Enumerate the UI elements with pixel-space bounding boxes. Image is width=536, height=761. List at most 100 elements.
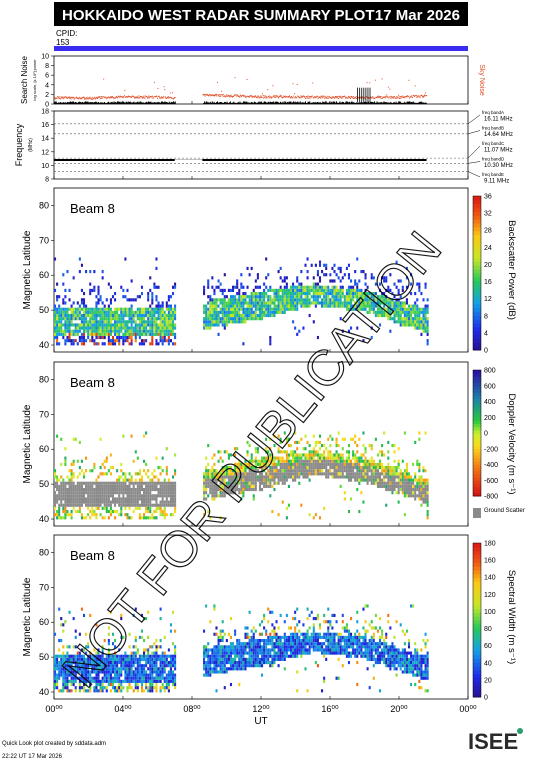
rti-data-cell	[227, 310, 230, 314]
rti-data-cell	[248, 313, 251, 318]
sky-noise-point	[108, 96, 110, 98]
rti-data-cell	[250, 459, 253, 463]
rti-data-cell	[385, 503, 388, 507]
rti-data-cell	[109, 494, 112, 498]
rti-data-cell	[169, 320, 172, 324]
rti-data-cell	[174, 285, 177, 289]
rti-data-cell	[269, 304, 272, 308]
rti-data-cell	[244, 298, 247, 302]
sky-noise-point	[284, 96, 286, 98]
rti-data-cell	[323, 444, 326, 448]
rti-data-cell	[263, 456, 266, 460]
rti-data-cell	[254, 291, 257, 296]
rti-data-cell	[298, 462, 301, 466]
rti-data-cell	[240, 313, 243, 318]
rti-data-cell	[244, 469, 247, 473]
rti-data-cell	[254, 465, 257, 470]
colorbar-swatch	[473, 207, 481, 212]
rti-data-cell	[54, 660, 57, 665]
rti-data-cell	[283, 450, 286, 454]
search-noise-bar	[343, 102, 345, 104]
rti-data-cell	[242, 469, 245, 473]
search-noise-bar	[144, 102, 146, 104]
rti-data-cell	[285, 298, 288, 302]
rti-data-cell	[143, 481, 146, 485]
rti-data-cell	[354, 459, 357, 463]
rti-data-cell	[420, 503, 423, 507]
rti-data-cell	[101, 484, 104, 488]
search-noise-bar	[238, 102, 240, 104]
rti-data-cell	[219, 494, 222, 498]
rti-data-cell	[341, 456, 344, 460]
rti-data-cell	[401, 475, 404, 479]
rti-data-cell	[66, 491, 69, 495]
rti-data-cell	[352, 472, 355, 476]
rti-data-cell	[213, 304, 216, 308]
rti-data-cell	[246, 475, 249, 479]
rti-data-cell	[391, 444, 394, 448]
rti-data-cell	[285, 307, 288, 311]
rti-data-cell	[76, 484, 79, 488]
rti-data-cell	[281, 288, 284, 292]
rti-data-cell	[325, 475, 328, 479]
rti-data-cell	[374, 298, 377, 302]
search-noise-bar	[346, 101, 348, 104]
rti-data-cell	[70, 339, 73, 343]
rti-data-cell	[364, 447, 367, 451]
rti-data-cell	[426, 304, 429, 308]
rti-data-cell	[95, 310, 98, 314]
search-noise-bar	[58, 102, 60, 104]
rti-data-cell	[118, 487, 121, 492]
rti-data-cell	[103, 335, 106, 340]
sky-noise-point	[328, 96, 330, 98]
rti-data-cell	[376, 295, 379, 299]
rti-data-cell	[387, 478, 390, 482]
rti-data-cell	[72, 673, 75, 677]
search-noise-bar	[235, 102, 237, 104]
rti-data-cell	[335, 469, 338, 473]
rti-data-cell	[64, 323, 67, 327]
rti-data-cell	[314, 513, 317, 517]
rti-data-cell	[234, 481, 237, 485]
rti-data-cell	[149, 503, 152, 507]
search-noise-bar	[366, 102, 368, 104]
rti-data-cell	[107, 516, 110, 520]
rti-data-cell	[393, 475, 396, 479]
search-noise-bar	[298, 102, 300, 104]
rti-data-cell	[138, 317, 141, 321]
rti-data-cell	[147, 516, 150, 520]
sky-noise-point	[373, 97, 375, 99]
rti-data-cell	[99, 491, 102, 495]
rti-data-cell	[405, 469, 408, 473]
rti-data-cell	[281, 310, 284, 314]
rti-data-cell	[78, 481, 81, 485]
sky-noise-point	[285, 95, 287, 97]
rti-data-cell	[114, 310, 117, 314]
rti-data-cell	[410, 481, 413, 485]
rti-data-cell	[85, 679, 88, 683]
rti-data-cell	[318, 459, 322, 463]
rti-data-cell	[111, 509, 115, 514]
rti-data-cell	[395, 313, 398, 318]
rti-data-cell	[122, 342, 125, 346]
rti-data-cell	[352, 295, 355, 299]
rti-data-cell	[318, 465, 322, 470]
rti-data-cell	[89, 320, 92, 324]
rti-data-cell	[341, 301, 344, 305]
rti-data-cell	[209, 472, 212, 476]
rti-data-cell	[327, 459, 330, 463]
rti-data-cell	[159, 320, 162, 324]
sky-noise-point	[313, 96, 315, 98]
rti-data-cell	[219, 487, 222, 492]
ground-scatter-swatch	[473, 508, 481, 518]
rti-data-cell	[227, 298, 230, 302]
rti-data-cell	[120, 487, 123, 492]
search-noise-bar	[114, 102, 116, 104]
sky-noise-point	[405, 96, 407, 98]
rti-data-cell	[82, 307, 86, 311]
rti-data-cell	[347, 475, 351, 479]
rti-data-cell	[80, 657, 83, 661]
rti-data-cell	[132, 310, 135, 314]
rti-data-cell	[248, 310, 251, 314]
sky-noise-point	[420, 94, 422, 96]
